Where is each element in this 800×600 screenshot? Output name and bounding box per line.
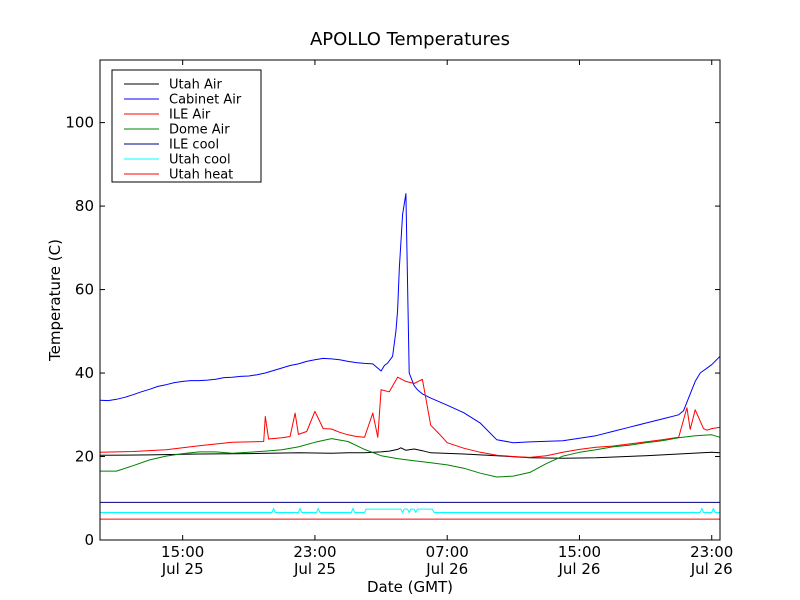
x-tick-date-label: Jul 26 (557, 560, 600, 578)
legend-label-utah-cool: Utah cool (169, 153, 231, 168)
y-tick-label: 100 (65, 114, 94, 132)
temperature-chart: APOLLO Temperatures Date (GMT) Temperatu… (0, 0, 800, 600)
legend-label-ile-cool: ILE cool (169, 138, 219, 153)
x-tick-time-label: 07:00 (426, 543, 469, 561)
x-tick-date-label: Jul 26 (425, 560, 468, 578)
y-tick-label: 60 (75, 281, 94, 299)
y-tick-label: 80 (75, 197, 94, 215)
x-axis-label: Date (GMT) (367, 578, 453, 596)
x-tick-date-label: Jul 25 (293, 560, 336, 578)
x-tick-time-label: 15:00 (161, 543, 204, 561)
x-tick-time-label: 23:00 (293, 543, 336, 561)
x-tick-time-label: 15:00 (558, 543, 601, 561)
x-tick-date-label: Jul 25 (161, 560, 204, 578)
y-tick-label: 20 (75, 448, 94, 466)
legend-label-utah-heat: Utah heat (169, 168, 233, 183)
chart-title: APOLLO Temperatures (310, 29, 510, 50)
legend-label-cabinet-air: Cabinet Air (169, 93, 242, 108)
y-tick-label: 0 (84, 531, 94, 549)
legend-label-utah-air: Utah Air (169, 78, 222, 93)
x-tick-time-label: 23:00 (690, 543, 733, 561)
legend-label-ile-air: ILE Air (169, 108, 211, 123)
y-tick-label: 40 (75, 364, 94, 382)
y-axis-label: Temperature (C) (46, 239, 64, 362)
x-tick-date-label: Jul 26 (690, 560, 733, 578)
legend-label-dome-air: Dome Air (169, 123, 230, 138)
